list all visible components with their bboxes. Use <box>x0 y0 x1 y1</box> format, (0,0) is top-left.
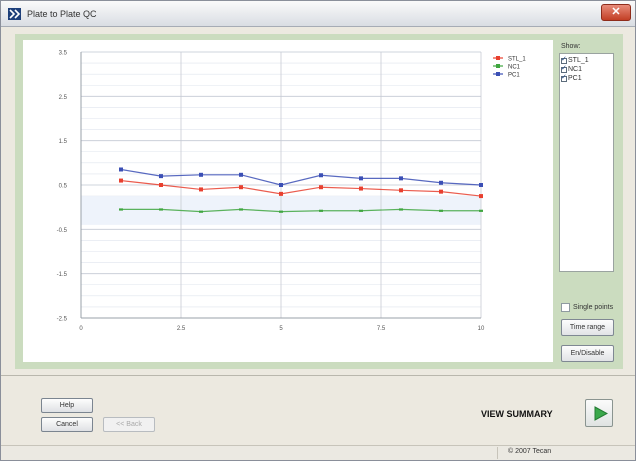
data-point-nc1 <box>119 208 123 211</box>
y-tick-label: -1.5 <box>57 272 68 278</box>
data-point-nc1 <box>199 210 203 213</box>
x-tick-label: 7.5 <box>377 326 386 332</box>
series-line-nc1 <box>121 208 481 213</box>
show-item-label: STL_1 <box>568 57 589 64</box>
legend-marker <box>496 56 500 60</box>
data-point-nc1 <box>479 209 483 212</box>
back-button[interactable]: << Back <box>103 417 155 432</box>
show-item-label: PC1 <box>568 75 582 82</box>
show-item-pc1[interactable]: PC1 <box>561 73 612 83</box>
data-point-pc1 <box>319 173 323 178</box>
data-point-stl1 <box>239 185 243 190</box>
legend-label: NC1 <box>508 64 521 70</box>
x-tick-label: 5 <box>279 326 283 332</box>
series-line-stl1 <box>120 179 482 197</box>
data-point-pc1 <box>479 183 483 187</box>
data-point-pc1 <box>119 167 123 172</box>
data-point-nc1 <box>399 208 403 211</box>
enable-disable-button[interactable]: En/Disable <box>561 345 614 362</box>
data-point-pc1 <box>439 180 443 185</box>
window-title: Plate to Plate QC <box>27 9 97 19</box>
data-point-pc1 <box>199 172 203 177</box>
series-line-pc1 <box>120 168 482 186</box>
legend-label: PC1 <box>508 72 520 78</box>
data-point-stl1 <box>319 185 323 190</box>
y-tick-label: 2.5 <box>59 95 68 101</box>
show-label: Show: <box>561 43 581 50</box>
title-bar: Plate to Plate QC ✕ <box>1 1 635 27</box>
data-point-nc1 <box>319 209 323 212</box>
time-range-button[interactable]: Time range <box>561 319 614 336</box>
show-series-list[interactable]: STL_1 NC1 PC1 <box>559 53 614 272</box>
show-item-nc1[interactable]: NC1 <box>561 64 612 74</box>
x-tick-label: 10 <box>478 326 485 332</box>
data-point-nc1 <box>159 208 163 211</box>
data-point-stl1 <box>439 189 443 194</box>
pc1-checkbox[interactable] <box>561 73 567 82</box>
x-tick-label: 0 <box>79 326 83 332</box>
cancel-button[interactable]: Cancel <box>41 417 93 432</box>
data-point-stl1 <box>479 194 483 199</box>
y-tick-label: 1.5 <box>59 139 68 145</box>
y-tick-label: 3.5 <box>59 51 68 57</box>
legend-label: STL_1 <box>508 56 526 62</box>
close-button[interactable]: ✕ <box>601 4 631 21</box>
data-point-stl1 <box>359 186 363 191</box>
copyright-text: © 2007 Tecan <box>508 448 552 455</box>
view-summary-button[interactable] <box>585 399 613 427</box>
view-summary-label: VIEW SUMMARY <box>481 409 553 419</box>
data-point-stl1 <box>399 188 403 193</box>
data-point-stl1 <box>159 183 163 187</box>
data-point-pc1 <box>359 176 363 181</box>
status-divider <box>497 447 498 459</box>
data-point-stl1 <box>279 191 283 196</box>
data-point-pc1 <box>159 174 163 179</box>
play-icon <box>594 406 608 421</box>
single-points-option[interactable]: Single points <box>561 303 613 312</box>
y-tick-label: -2.5 <box>57 317 68 323</box>
data-point-nc1 <box>439 209 443 212</box>
help-button[interactable]: Help <box>41 398 93 413</box>
app-logo-icon <box>8 8 21 20</box>
data-point-pc1 <box>279 183 283 187</box>
show-item-stl1[interactable]: STL_1 <box>561 55 612 65</box>
show-item-label: NC1 <box>568 66 583 73</box>
y-tick-label: 0.5 <box>59 184 68 190</box>
data-point-pc1 <box>239 172 243 177</box>
data-point-pc1 <box>399 176 403 181</box>
single-points-checkbox[interactable] <box>561 303 570 312</box>
data-point-nc1 <box>359 209 363 212</box>
data-point-stl1 <box>199 187 203 192</box>
x-tick-label: 2.5 <box>177 326 186 332</box>
y-tick-label: -0.5 <box>57 228 68 234</box>
legend-marker <box>496 72 500 76</box>
data-point-stl1 <box>119 178 123 183</box>
status-bar: © 2007 Tecan <box>1 445 635 460</box>
single-points-label: Single points <box>573 304 614 311</box>
qc-line-chart: 3.5 2.5 1.5 0.5 -0.5 -1.5 -2.5 0 2.5 5 7.5 10 STL_1 N… <box>57 51 527 333</box>
plot-area: 3.5 2.5 1.5 0.5 -0.5 -1.5 -2.5 0 2.5 5 7.5 10 STL_1 N… <box>23 40 553 362</box>
data-point-nc1 <box>279 210 283 213</box>
bottom-divider <box>1 375 635 376</box>
data-point-nc1 <box>239 208 243 211</box>
legend-marker <box>496 64 500 68</box>
